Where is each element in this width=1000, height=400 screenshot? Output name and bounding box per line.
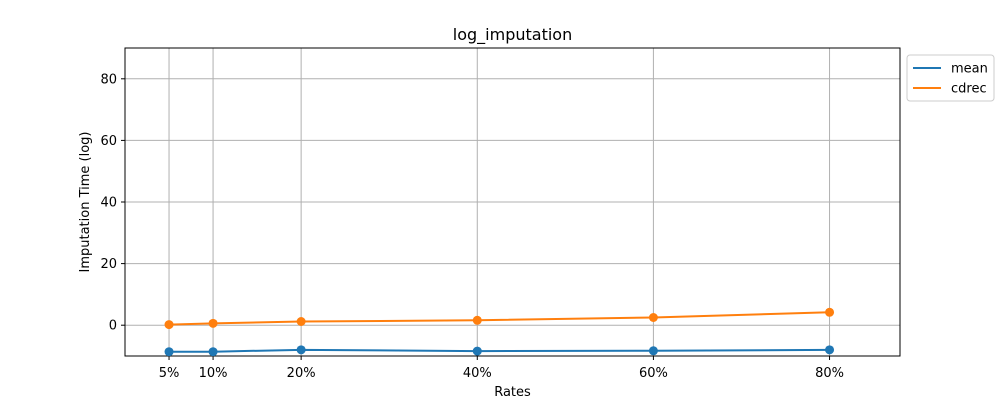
data-point-mean [208,347,218,357]
x-tick-label: 20% [287,366,316,381]
x-tick-label: 80% [815,366,844,381]
legend-box [906,54,995,102]
series-layer [164,307,835,357]
data-point-cdrec [472,315,482,325]
y-tick-label: 0 [109,319,117,334]
legend-label-cdrec: cdrec [951,82,987,97]
data-point-mean [296,345,306,355]
data-point-mean [648,346,658,356]
y-tick-label: 60 [100,134,117,149]
series-line-mean [169,348,830,353]
data-point-mean [825,345,835,355]
data-point-cdrec [164,320,174,330]
data-point-mean [164,347,174,357]
series-mean [164,345,835,357]
y-axis-label: Imputation Time (log) [78,132,93,273]
y-tick-label: 80 [100,72,117,87]
axes [121,47,901,360]
legend: mean cdrec [906,54,995,102]
data-point-cdrec [825,307,835,317]
x-tick-label: 40% [463,366,492,381]
x-axis-label: Rates [494,385,531,400]
x-tick-label: 60% [639,366,668,381]
labels-layer: 5% 10% 20% 40% 60% 80% 0 20 40 60 80 log_imputation… [78,25,844,400]
data-point-cdrec [296,317,306,327]
chart-title: log_imputation [453,25,572,45]
data-point-cdrec [648,313,658,322]
x-tick-label: 10% [199,366,228,381]
series-line-cdrec [169,311,830,326]
data-point-cdrec [208,318,218,328]
legend-label-mean: mean [951,62,988,77]
series-cdrec [164,307,835,330]
grid-lines [125,48,900,356]
y-tick-label: 40 [100,196,117,211]
data-point-mean [472,346,482,356]
x-tick-label: 5% [159,366,180,381]
y-tick-label: 20 [100,257,117,272]
